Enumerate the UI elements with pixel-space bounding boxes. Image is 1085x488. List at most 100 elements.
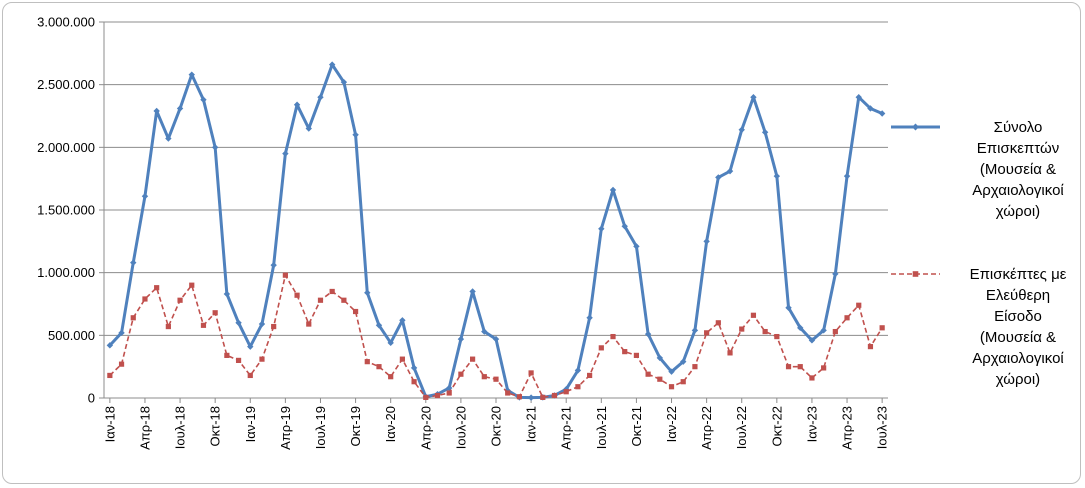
legend-label: Επισκέπτες με Ελεύθερη Είσοδο (Μουσεία & Αρχ… bbox=[970, 266, 1067, 388]
data-point bbox=[656, 354, 664, 362]
data-point bbox=[177, 297, 183, 303]
data-point bbox=[375, 322, 383, 329]
data-point bbox=[668, 368, 675, 375]
x-axis: Ιαν-18 Απρ-18 Ιουλ-18 Οκτ-18 Ιαν-19 Απρ-19 Ιου… bbox=[102, 397, 890, 450]
data-point bbox=[609, 186, 617, 194]
data-point bbox=[856, 302, 862, 308]
data-point bbox=[141, 193, 149, 200]
legend-entry-1: Σύνολο Επισκεπτών (Μουσεία & Αρχαιολογικοί χ… bbox=[891, 119, 1064, 220]
data-point bbox=[481, 328, 488, 335]
data-point bbox=[118, 329, 125, 337]
series-2 bbox=[107, 272, 885, 400]
series-1 bbox=[106, 61, 886, 401]
data-point bbox=[820, 327, 827, 334]
data-point bbox=[376, 364, 382, 370]
data-point bbox=[457, 335, 465, 343]
data-point bbox=[621, 223, 628, 230]
data-point bbox=[189, 282, 195, 288]
data-point bbox=[423, 394, 429, 400]
x-tick-label: Απρ-21 bbox=[559, 406, 574, 450]
x-tick-label: Ιουλ-21 bbox=[594, 406, 609, 449]
data-point bbox=[809, 375, 815, 381]
y-tick-label: 1.000.000 bbox=[37, 265, 95, 280]
x-tick-label: Ιουλ-23 bbox=[875, 406, 890, 449]
data-point bbox=[130, 259, 137, 266]
data-point bbox=[492, 335, 500, 343]
data-point bbox=[364, 359, 370, 365]
data-point bbox=[200, 96, 207, 103]
x-tick-label: Ιουλ-18 bbox=[173, 406, 188, 449]
data-point bbox=[668, 384, 675, 390]
data-point bbox=[282, 272, 288, 278]
data-point bbox=[821, 365, 827, 371]
data-point bbox=[598, 345, 604, 351]
data-point bbox=[586, 314, 593, 321]
data-point bbox=[843, 172, 851, 180]
series-layer bbox=[106, 61, 886, 401]
data-point bbox=[692, 364, 698, 370]
data-point bbox=[867, 344, 874, 350]
data-point bbox=[399, 356, 405, 362]
series-line bbox=[108, 63, 883, 400]
data-point bbox=[224, 352, 230, 358]
data-point bbox=[505, 390, 511, 396]
data-point bbox=[469, 288, 476, 295]
data-point bbox=[352, 131, 359, 138]
data-point bbox=[878, 110, 886, 117]
data-point bbox=[271, 323, 277, 330]
data-point bbox=[574, 367, 582, 374]
data-point bbox=[832, 328, 838, 335]
data-point bbox=[703, 238, 710, 245]
data-point bbox=[762, 328, 768, 335]
data-point bbox=[808, 337, 816, 344]
data-point bbox=[211, 144, 219, 151]
data-point bbox=[118, 361, 125, 367]
data-point bbox=[633, 352, 640, 358]
data-point bbox=[773, 172, 781, 180]
data-point bbox=[750, 312, 757, 318]
y-axis: 0 500.000 1.000.000 1.500.000 2.000.000 2.500… bbox=[37, 15, 105, 406]
y-tick-label: 2.000.000 bbox=[37, 140, 95, 155]
data-point bbox=[587, 372, 593, 379]
data-point bbox=[247, 343, 254, 350]
data-point bbox=[704, 330, 710, 336]
data-point bbox=[223, 290, 231, 298]
data-point bbox=[106, 342, 114, 349]
x-tick-label: Οκτ-18 bbox=[208, 406, 223, 447]
data-point bbox=[107, 372, 113, 379]
data-point bbox=[540, 394, 546, 400]
data-point bbox=[340, 78, 348, 86]
data-point bbox=[527, 394, 535, 401]
x-tick-label: Ιαν-21 bbox=[524, 406, 539, 442]
x-tick-label: Απρ-19 bbox=[278, 406, 293, 450]
x-tick-label: Ιαν-18 bbox=[102, 406, 117, 442]
data-point bbox=[410, 364, 418, 372]
data-point bbox=[726, 167, 734, 175]
data-point bbox=[493, 376, 499, 382]
data-point bbox=[176, 105, 184, 112]
legend-entry-2: Επισκέπτες με Ελεύθερη Είσοδο (Μουσεία & Αρχ… bbox=[891, 266, 1067, 388]
data-point bbox=[352, 308, 359, 315]
data-point bbox=[387, 339, 394, 347]
data-point bbox=[235, 319, 242, 326]
x-tick-label: Απρ-22 bbox=[699, 406, 714, 450]
x-tick-label: Ιαν-19 bbox=[243, 406, 258, 442]
data-point bbox=[165, 323, 171, 330]
x-tick-label: Απρ-20 bbox=[418, 406, 433, 450]
data-point bbox=[446, 390, 452, 396]
data-point bbox=[481, 374, 487, 380]
x-tick-label: Οκτ-21 bbox=[629, 406, 644, 447]
data-point bbox=[329, 288, 335, 295]
data-point bbox=[879, 325, 885, 331]
data-point bbox=[212, 310, 218, 316]
data-point bbox=[328, 61, 336, 68]
data-point bbox=[832, 270, 839, 278]
data-point bbox=[563, 389, 569, 395]
data-point bbox=[282, 150, 289, 157]
data-point bbox=[622, 349, 628, 355]
y-tick-label: 2.500.000 bbox=[37, 77, 95, 92]
x-tick-label: Οκτ-22 bbox=[769, 406, 784, 447]
y-tick-label: 500.000 bbox=[48, 328, 95, 343]
data-point bbox=[434, 392, 441, 399]
x-tick-label: Οκτ-20 bbox=[489, 406, 504, 447]
